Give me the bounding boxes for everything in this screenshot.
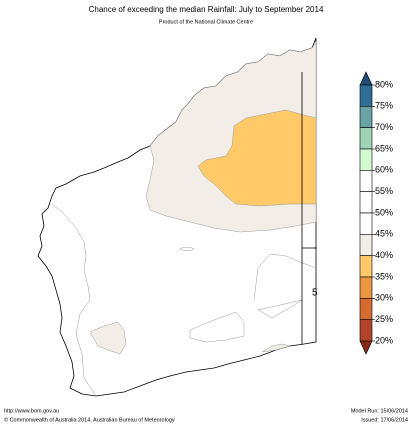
legend-swatch bbox=[359, 212, 373, 235]
contour bbox=[253, 253, 317, 319]
legend-under bbox=[359, 340, 373, 355]
legend-swatch bbox=[359, 148, 373, 171]
legend-swatch bbox=[359, 234, 373, 256]
legend-label: 20% bbox=[375, 335, 393, 345]
legend-label: 55% bbox=[375, 186, 393, 196]
model-run: Model Run: 15/06/2014 bbox=[351, 408, 408, 414]
contour bbox=[179, 247, 195, 251]
contour bbox=[189, 311, 245, 343]
map: 5 bbox=[37, 37, 318, 397]
legend-label: 35% bbox=[375, 271, 393, 281]
legend-swatch bbox=[359, 276, 373, 299]
legend-swatch bbox=[359, 170, 373, 192]
legend-label: 70% bbox=[375, 122, 393, 132]
edge-label: 5 bbox=[312, 288, 318, 299]
footer-copyright: © Commonwealth of Australia 2014, Austra… bbox=[4, 416, 175, 423]
legend-label: 50% bbox=[375, 207, 393, 217]
legend-label: 40% bbox=[375, 250, 393, 260]
legend-label: 45% bbox=[375, 229, 393, 239]
legend-label: 25% bbox=[375, 314, 393, 324]
title: Chance of exceeding the median Rainfall:… bbox=[89, 5, 324, 14]
legend-swatch bbox=[359, 127, 373, 150]
footer-url: http://www.bom.gov.au bbox=[4, 408, 59, 414]
legend-label: 75% bbox=[375, 101, 393, 111]
contour bbox=[51, 203, 97, 397]
issued: Issued: 17/06/2014 bbox=[361, 417, 408, 423]
legend: 80% 75% 70% 65% 60% 55% 50% 45% 40% 35% 30% 25% 20% bbox=[359, 71, 393, 355]
region-40-45-south bbox=[89, 321, 127, 355]
legend-label: 60% bbox=[375, 165, 393, 175]
legend-swatch bbox=[359, 319, 373, 342]
legend-swatch bbox=[359, 106, 373, 128]
legend-swatch bbox=[359, 191, 373, 214]
legend-label: 65% bbox=[375, 143, 393, 153]
region-40-45-southeast bbox=[261, 343, 291, 353]
legend-label: 80% bbox=[375, 79, 393, 89]
legend-over bbox=[359, 71, 373, 86]
legend-swatch bbox=[359, 84, 373, 107]
legend-swatch bbox=[359, 255, 373, 278]
legend-label: 30% bbox=[375, 293, 393, 303]
legend-swatch bbox=[359, 298, 373, 320]
subtitle: Product of the National Climate Centre bbox=[159, 19, 253, 25]
region-35-40 bbox=[197, 109, 317, 207]
